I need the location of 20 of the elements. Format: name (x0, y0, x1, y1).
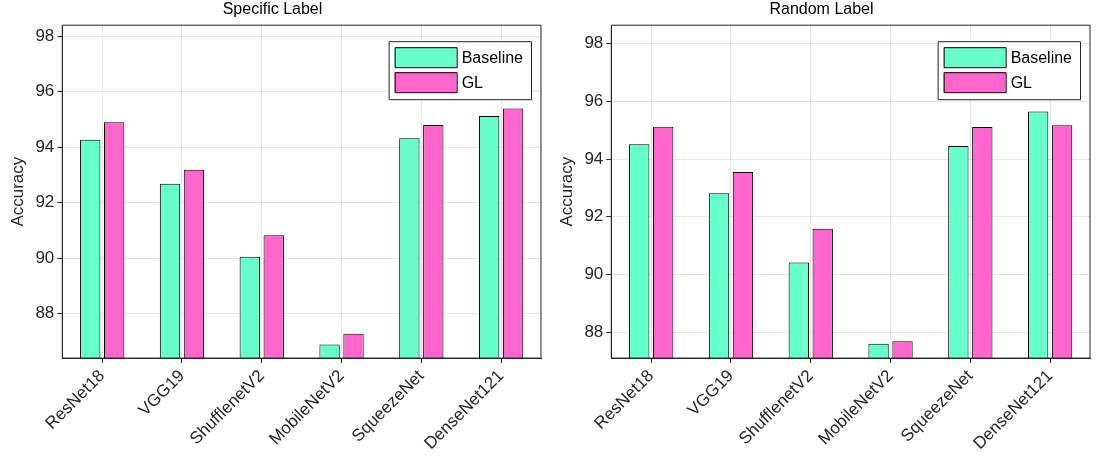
y-axis-title: Accuracy (7, 156, 27, 227)
y-tick-label: 88 (35, 303, 55, 323)
legend-label: Baseline (1010, 48, 1073, 66)
y-tick-label: 98 (35, 25, 55, 45)
legend-label: Baseline (461, 48, 524, 66)
legend-label: GL (1010, 73, 1033, 91)
y-tick-label: 98 (584, 33, 604, 53)
y-tick-label: 88 (584, 321, 604, 341)
y-tick-label: 92 (35, 192, 55, 212)
y-tick-label: 94 (584, 148, 604, 168)
y-tick-label: 96 (35, 81, 55, 101)
chart-title: Specific Label (222, 0, 323, 18)
y-tick-label: 96 (584, 91, 604, 111)
chart-title: Random Label (769, 0, 874, 18)
legend-label: GL (461, 73, 484, 91)
y-tick-label: 92 (584, 206, 604, 226)
y-tick-label: 94 (35, 136, 55, 156)
y-tick-label: 90 (35, 247, 55, 267)
y-tick-label: 90 (584, 264, 604, 284)
y-axis-title: Accuracy (556, 156, 576, 227)
